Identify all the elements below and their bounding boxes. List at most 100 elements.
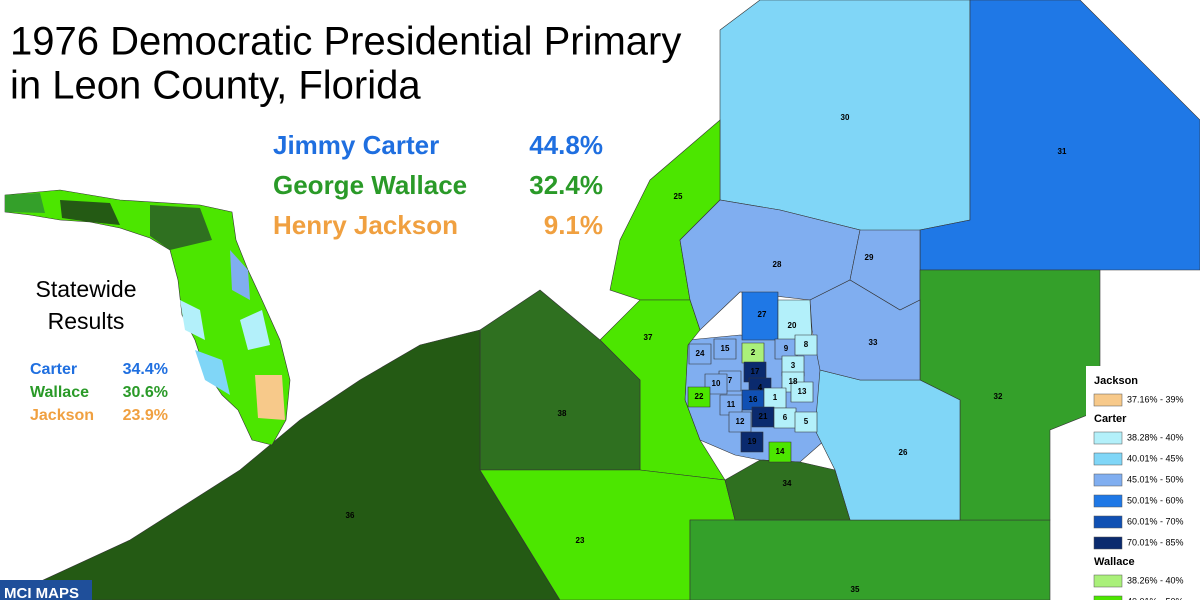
precinct-label: 38 bbox=[558, 409, 567, 418]
title-line: 1976 Democratic Presidential Primary bbox=[10, 20, 681, 64]
precinct bbox=[794, 334, 818, 356]
precinct-label: 31 bbox=[1058, 147, 1067, 156]
legend-group: Carter bbox=[1094, 413, 1127, 425]
legend-label: 38.28% - 40% bbox=[1127, 432, 1184, 442]
legend-swatch bbox=[1093, 393, 1123, 407]
precinct bbox=[740, 431, 764, 453]
statewide-name: Jackson bbox=[30, 407, 94, 424]
inset-region bbox=[180, 300, 205, 340]
credit-text: MCI MAPS bbox=[4, 585, 79, 600]
legend-group: Jackson bbox=[1094, 375, 1138, 387]
legend-label: 37.16% - 39% bbox=[1127, 394, 1184, 404]
precinct-label: 30 bbox=[841, 113, 850, 122]
legend-label: 70.01% - 85% bbox=[1127, 537, 1184, 547]
precinct-label: 33 bbox=[869, 338, 878, 347]
statewide-name: Wallace bbox=[30, 384, 89, 401]
precinct bbox=[790, 381, 814, 403]
legend-swatch bbox=[1093, 574, 1123, 588]
statewide-share: 34.4% bbox=[123, 361, 168, 378]
precinct-label: 18 bbox=[789, 377, 798, 386]
precinct bbox=[777, 299, 813, 341]
precinct-label: 36 bbox=[346, 511, 355, 520]
legend-swatch bbox=[1093, 536, 1123, 550]
statewide-share: 23.9% bbox=[123, 407, 168, 424]
precinct bbox=[689, 519, 1051, 600]
inset-region bbox=[5, 193, 45, 213]
statewide-title: Results bbox=[48, 308, 125, 334]
precinct-label: 28 bbox=[773, 260, 782, 269]
precinct-label: 13 bbox=[798, 387, 807, 396]
precinct-label: 4 bbox=[758, 383, 763, 392]
statewide-results: Statewide Results Carter 34.4% Wallace 30.6… bbox=[30, 276, 168, 424]
precinct-label: 12 bbox=[736, 417, 745, 426]
legend-swatch bbox=[1093, 452, 1123, 466]
legend-label: 40.01% - 50% bbox=[1127, 596, 1184, 600]
precinct-label: 29 bbox=[865, 253, 874, 262]
precinct-label: 11 bbox=[727, 400, 736, 409]
candidate-name: Henry Jackson bbox=[273, 210, 458, 240]
inset-region bbox=[60, 200, 120, 225]
precinct bbox=[794, 411, 818, 433]
precinct-label: 9 bbox=[784, 344, 789, 353]
precinct-label: 26 bbox=[899, 448, 908, 457]
county-results: Jimmy Carter 44.8% George Wallace 32.4% Henr… bbox=[273, 130, 603, 240]
title: 1976 Democratic Presidential Primary in … bbox=[10, 20, 681, 108]
legend-label: 38.26% - 40% bbox=[1127, 575, 1184, 585]
precinct-label: 1 bbox=[773, 393, 778, 402]
legend-label: 50.01% - 60% bbox=[1127, 495, 1184, 505]
precinct-label: 2 bbox=[751, 348, 756, 357]
precinct-label: 16 bbox=[749, 395, 758, 404]
inset-region bbox=[230, 250, 250, 300]
statewide-name: Carter bbox=[30, 361, 77, 378]
precinct-label: 22 bbox=[695, 392, 704, 401]
credit-box bbox=[0, 580, 92, 600]
inset-region bbox=[240, 310, 270, 350]
florida-inset bbox=[4, 189, 291, 446]
precinct-label: 15 bbox=[721, 344, 730, 353]
precinct-label: 3 bbox=[791, 361, 796, 370]
inset-region bbox=[255, 375, 285, 420]
precinct-label: 23 bbox=[576, 536, 585, 545]
precinct-label: 8 bbox=[804, 340, 809, 349]
precinct bbox=[713, 338, 737, 360]
statewide-share: 30.6% bbox=[123, 384, 168, 401]
candidate-name: George Wallace bbox=[273, 170, 467, 200]
precinct bbox=[688, 343, 712, 365]
precinct-label: 25 bbox=[674, 192, 683, 201]
precinct-label: 17 bbox=[751, 367, 760, 376]
precinct-label: 14 bbox=[776, 447, 785, 456]
precinct-label: 5 bbox=[804, 417, 809, 426]
precinct bbox=[479, 289, 641, 471]
candidate-name: Jimmy Carter bbox=[273, 130, 439, 160]
precinct-label: 20 bbox=[788, 321, 797, 330]
precinct-label: 34 bbox=[783, 479, 792, 488]
statewide-title: Statewide bbox=[35, 276, 136, 302]
precinct-label: 27 bbox=[758, 310, 767, 319]
precinct-label: 19 bbox=[748, 437, 757, 446]
inset-region bbox=[150, 205, 212, 250]
precinct bbox=[768, 441, 792, 463]
precinct-label: 32 bbox=[994, 392, 1003, 401]
legend-swatch bbox=[1093, 473, 1123, 487]
legend-label: 60.01% - 70% bbox=[1127, 516, 1184, 526]
precinct-label: 10 bbox=[712, 379, 721, 388]
legend-swatch bbox=[1093, 515, 1123, 529]
precinct-label: 35 bbox=[851, 585, 860, 594]
legend-group: Wallace bbox=[1094, 556, 1135, 568]
candidate-share: 32.4% bbox=[529, 170, 603, 200]
legend-swatch bbox=[1093, 595, 1123, 600]
title-line: in Leon County, Florida bbox=[10, 64, 421, 108]
legend-label: 45.01% - 50% bbox=[1127, 474, 1184, 484]
precinct-label: 24 bbox=[696, 349, 705, 358]
candidate-share: 9.1% bbox=[544, 210, 603, 240]
precinct-label: 21 bbox=[759, 412, 768, 421]
credit: MCI MAPS bbox=[0, 580, 92, 600]
inset-region bbox=[195, 350, 230, 395]
legend-swatch bbox=[1093, 494, 1123, 508]
precinct-label: 6 bbox=[783, 413, 788, 422]
candidate-share: 44.8% bbox=[529, 130, 603, 160]
legend-swatch bbox=[1093, 431, 1123, 445]
